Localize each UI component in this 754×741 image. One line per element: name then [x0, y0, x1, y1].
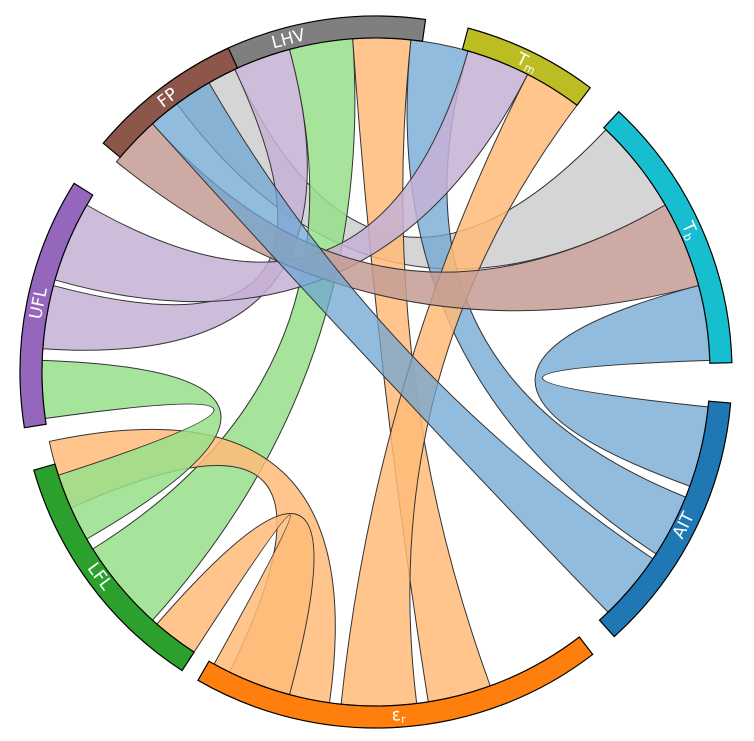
label-er: εr — [391, 705, 407, 726]
arc-tb — [602, 110, 733, 364]
arc-tm — [461, 27, 592, 107]
arc-ufl — [19, 182, 94, 429]
arcs-layer — [19, 15, 733, 729]
ribbon-tb-fp — [115, 123, 700, 312]
arc-lfl — [33, 463, 195, 672]
arc-ait — [598, 400, 732, 638]
arc-er — [197, 636, 594, 729]
arc-fp — [102, 47, 239, 159]
ribbons-layer — [41, 37, 711, 707]
